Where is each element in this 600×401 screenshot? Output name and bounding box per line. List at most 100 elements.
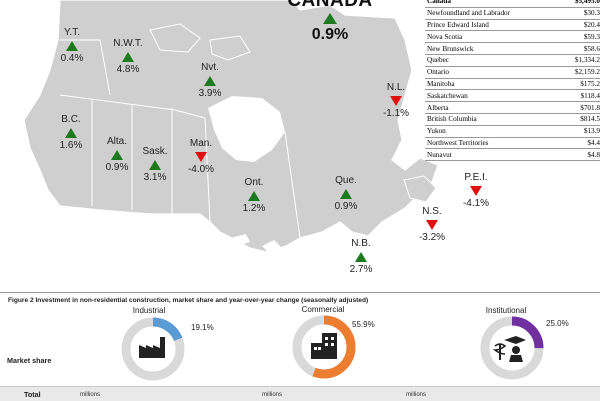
- province-change: 1.2%: [242, 203, 266, 214]
- office-building-icon: [311, 333, 337, 359]
- up-arrow-icon: [66, 41, 78, 51]
- unit-label: millions: [406, 392, 427, 398]
- table-cell-value: $814.5: [557, 113, 600, 126]
- table-row: Alberta $701.8: [425, 101, 600, 114]
- province-change: -4.1%: [462, 198, 490, 209]
- factory-icon: [139, 337, 165, 358]
- province-marker-man: Man. -4.0%: [171, 138, 231, 176]
- table-cell-value: $30.3: [557, 7, 600, 20]
- up-arrow-icon: [65, 128, 77, 138]
- province-label: N.L.: [386, 82, 406, 93]
- medical-education-icon: [492, 336, 526, 362]
- segment-label: Commercial: [301, 305, 345, 314]
- down-arrow-icon: [426, 220, 438, 230]
- donut-share-arc: [480, 316, 544, 380]
- province-marker-ns: N.S. -3.2%: [402, 206, 462, 244]
- province-label: N.S.: [422, 206, 442, 217]
- table-cell-region: Newfoundland and Labrador: [425, 7, 558, 20]
- table-row: Nunavut $4.8: [425, 148, 600, 162]
- province-marker-alta: Alta. 0.9%: [87, 136, 147, 174]
- segment-industrial: Industrial: [69, 306, 229, 315]
- province-label: Nvt.: [201, 62, 219, 73]
- figure-2-title: Figure 2 Investment in non-residential c…: [8, 297, 369, 304]
- province-label: Que.: [335, 175, 357, 186]
- province-label: N.B.: [351, 238, 371, 249]
- table-cell-region: Nunavut: [425, 148, 558, 162]
- national-title: CANADA: [287, 0, 373, 11]
- up-arrow-icon: [122, 52, 134, 62]
- donut-share-arc: [292, 315, 356, 379]
- table-cell-value: $118.4: [557, 89, 600, 103]
- up-arrow-icon: [204, 76, 216, 86]
- province-change: -3.2%: [418, 232, 446, 243]
- segment-share: 55.9%: [352, 320, 375, 329]
- table-cell-value: $4.8: [557, 148, 600, 162]
- total-row-label: Total: [24, 390, 41, 399]
- table-row: New Brunswick $58.6: [425, 42, 600, 55]
- segment-label: Institutional: [485, 306, 527, 315]
- table-cell-region: British Columbia: [425, 113, 558, 126]
- table-cell-value: $20.4: [557, 19, 600, 32]
- table-cell-region: Quebec: [425, 54, 558, 67]
- national-summary: CANADA 0.9%: [270, 0, 390, 44]
- table-cell-value: $175.2: [557, 78, 600, 91]
- province-label: N.W.T.: [113, 38, 143, 49]
- segment-commercial: Commercial: [243, 305, 403, 314]
- table-cell-value: $701.8: [557, 101, 600, 114]
- market-share-row-label: Market share: [7, 356, 52, 365]
- province-label: Sask.: [142, 146, 168, 157]
- table-cell-region: Saskatchewan: [425, 89, 558, 103]
- table-cell-region: New Brunswick: [425, 42, 558, 55]
- up-arrow-icon: [355, 252, 367, 262]
- investment-table: Canada $5,495.0 Newfoundland and Labrador $…: [425, 0, 600, 162]
- up-arrow-icon: [149, 160, 161, 170]
- market-share-donuts: [121, 315, 544, 381]
- table-cell-value: $4.4: [557, 137, 600, 150]
- province-marker-bc: B.C. 1.6%: [41, 114, 101, 152]
- table-cell-value: $13.9: [557, 125, 600, 138]
- table-cell-region: Alberta: [425, 101, 558, 114]
- table-row: Saskatchewan $118.4: [425, 89, 600, 103]
- province-label: Y.T.: [64, 27, 80, 38]
- table-row: Newfoundland and Labrador $30.3: [425, 7, 600, 20]
- segment-institutional: Institutional: [426, 306, 586, 315]
- province-marker-sask: Sask. 3.1%: [125, 146, 185, 184]
- segment-share: 19.1%: [191, 323, 214, 332]
- province-marker-nvt: Nvt. 3.9%: [180, 62, 240, 100]
- national-up-arrow-icon: [323, 13, 337, 24]
- province-marker-nwt: N.W.T. 4.8%: [98, 38, 158, 76]
- table-cell-value: $59.3: [557, 30, 600, 44]
- province-label: Alta.: [106, 136, 127, 147]
- province-label: P.E.I.: [464, 172, 488, 183]
- province-marker-nl: N.L. -1.1%: [366, 82, 426, 120]
- unit-label: millions: [80, 392, 101, 398]
- table-row: Manitoba $175.2: [425, 78, 600, 91]
- table-row: Yukon $13.9: [425, 125, 600, 138]
- province-marker-ont: Ont. 1.2%: [224, 177, 284, 215]
- table-cell-region: Northwest Territories: [425, 137, 558, 150]
- province-change: 1.6%: [59, 140, 83, 151]
- table-row: British Columbia $814.5: [425, 113, 600, 126]
- down-arrow-icon: [470, 186, 482, 196]
- table-row: Canada $5,495.0: [425, 0, 600, 8]
- province-marker-yt: Y.T. 0.4%: [42, 27, 102, 65]
- table-row: Quebec $1,334.2: [425, 54, 600, 67]
- province-marker-pei: P.E.I. -4.1%: [446, 172, 506, 210]
- table-cell-region: Canada: [425, 0, 558, 8]
- province-change: 2.7%: [349, 264, 373, 275]
- figure-2: Figure 2 Investment in non-residential c…: [0, 292, 600, 401]
- province-change: 0.9%: [105, 162, 129, 173]
- table-cell-value: $58.6: [557, 42, 600, 55]
- table-cell-region: Ontario: [425, 66, 558, 79]
- donut-industrial: [121, 317, 185, 381]
- down-arrow-icon: [195, 152, 207, 162]
- province-label: Man.: [189, 138, 213, 149]
- national-change: 0.9%: [311, 26, 349, 43]
- canada-map: CANADA 0.9% Y.T. 0.4% N.W.T. 4.8% Nvt. 3…: [23, 0, 506, 275]
- up-arrow-icon: [248, 191, 260, 201]
- province-change: -4.0%: [187, 164, 215, 175]
- province-change: 3.1%: [143, 172, 167, 183]
- table-cell-region: Yukon: [425, 125, 558, 138]
- table-row: Nova Scotia $59.3: [425, 30, 600, 44]
- province-marker-que: Que. 0.9%: [316, 175, 376, 213]
